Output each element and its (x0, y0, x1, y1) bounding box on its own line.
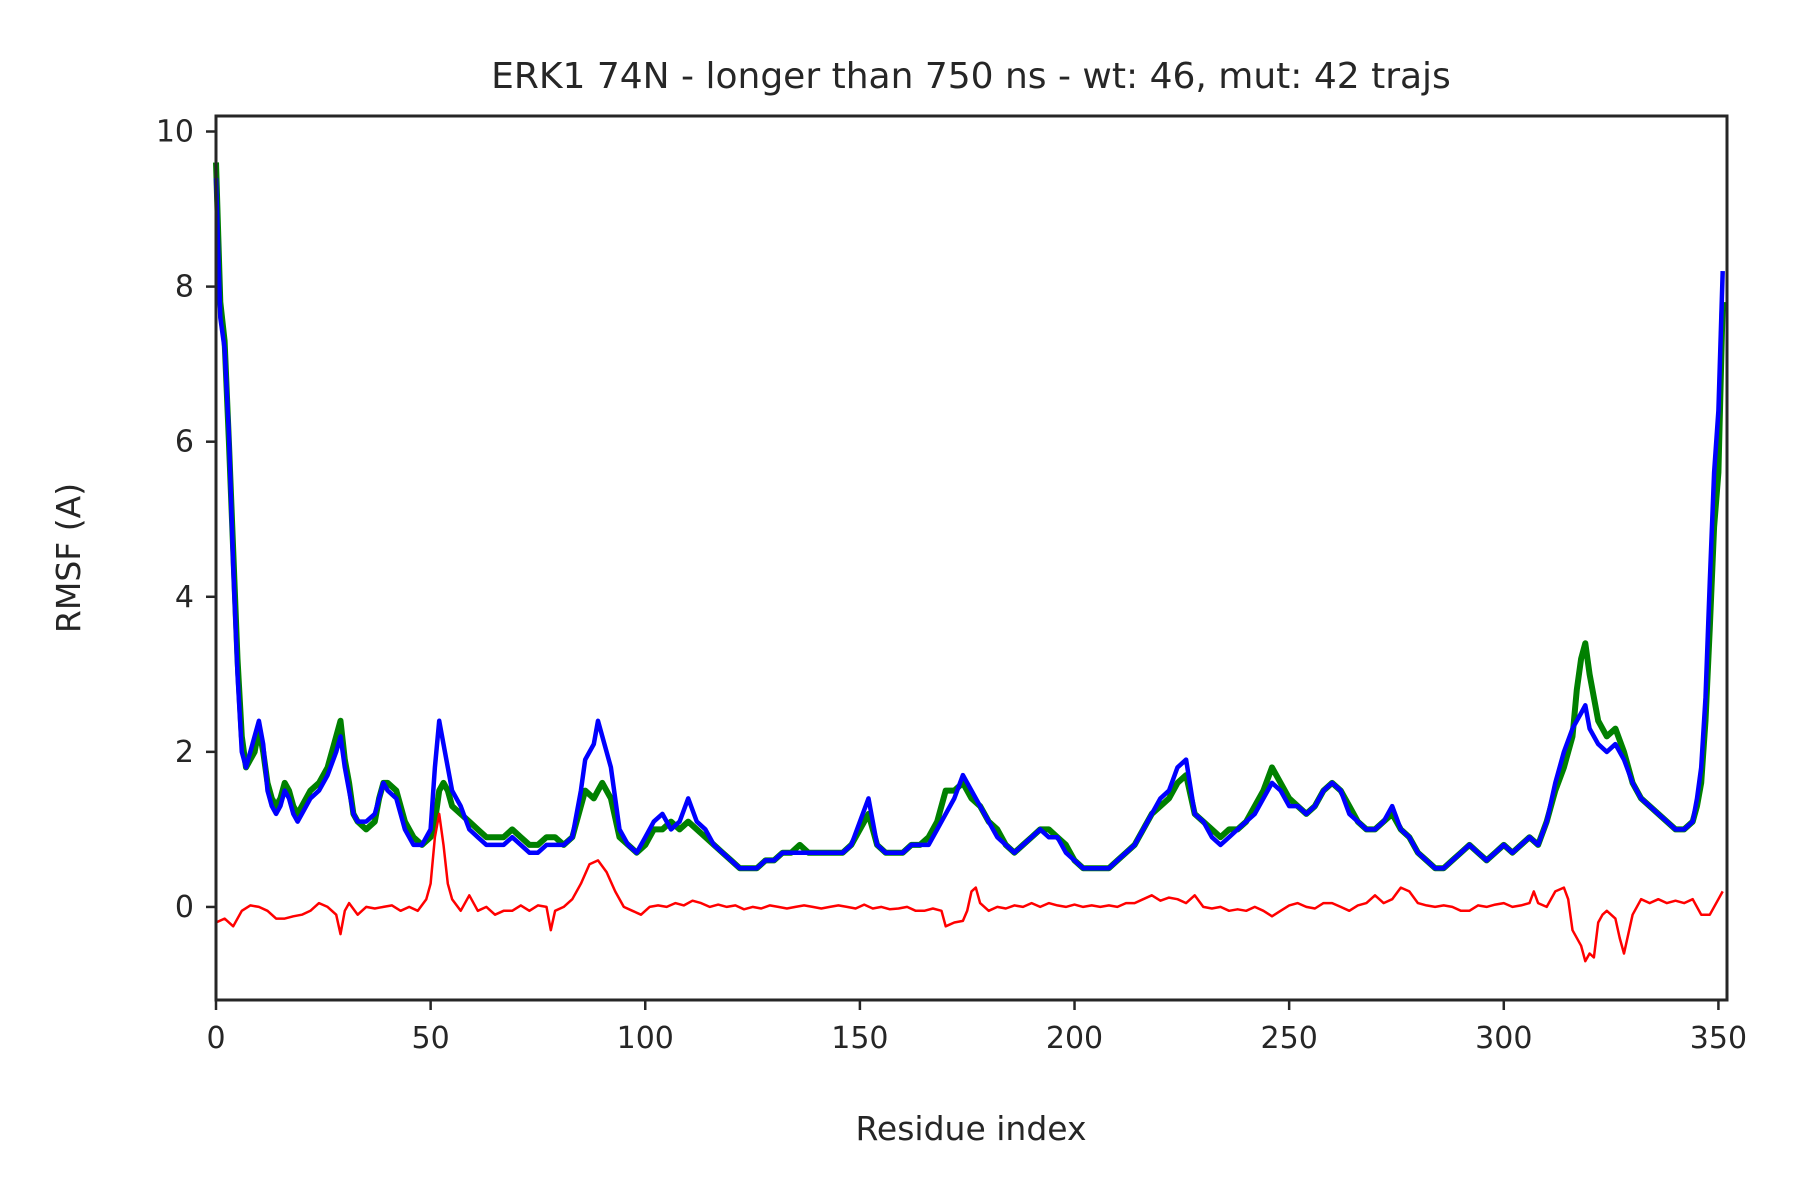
y-tick-label: 2 (175, 735, 194, 770)
plot-frame (214, 114, 1729, 1002)
series-line-1 (213, 177, 1725, 871)
x-tick-label: 200 (1046, 1021, 1103, 1056)
x-tick-label: 350 (1690, 1021, 1747, 1056)
x-axis-ticks: 0 50 100 150 200 250 300 350 (206, 1000, 1747, 1056)
y-tick-label: 0 (175, 890, 194, 925)
y-axis-ticks: 0 2 4 6 8 10 (156, 115, 216, 925)
x-tick-label: 150 (831, 1021, 888, 1056)
series-layer (213, 162, 1726, 963)
y-tick-label: 4 (175, 580, 194, 615)
y-tick-label: 8 (175, 270, 194, 305)
x-tick-label: 0 (206, 1021, 225, 1056)
x-tick-label: 300 (1475, 1021, 1532, 1056)
x-tick-label: 250 (1261, 1021, 1318, 1056)
y-tick-label: 6 (175, 425, 194, 460)
x-tick-label: 50 (412, 1021, 450, 1056)
x-axis-label: Residue index (855, 1109, 1086, 1148)
chart-title: ERK1 74N - longer than 750 ns - wt: 46, … (491, 56, 1451, 97)
x-tick-label: 100 (617, 1021, 674, 1056)
y-axis-label: RMSF (A) (49, 483, 88, 633)
series-line-2 (215, 812, 1724, 963)
y-tick-label: 10 (156, 115, 194, 150)
